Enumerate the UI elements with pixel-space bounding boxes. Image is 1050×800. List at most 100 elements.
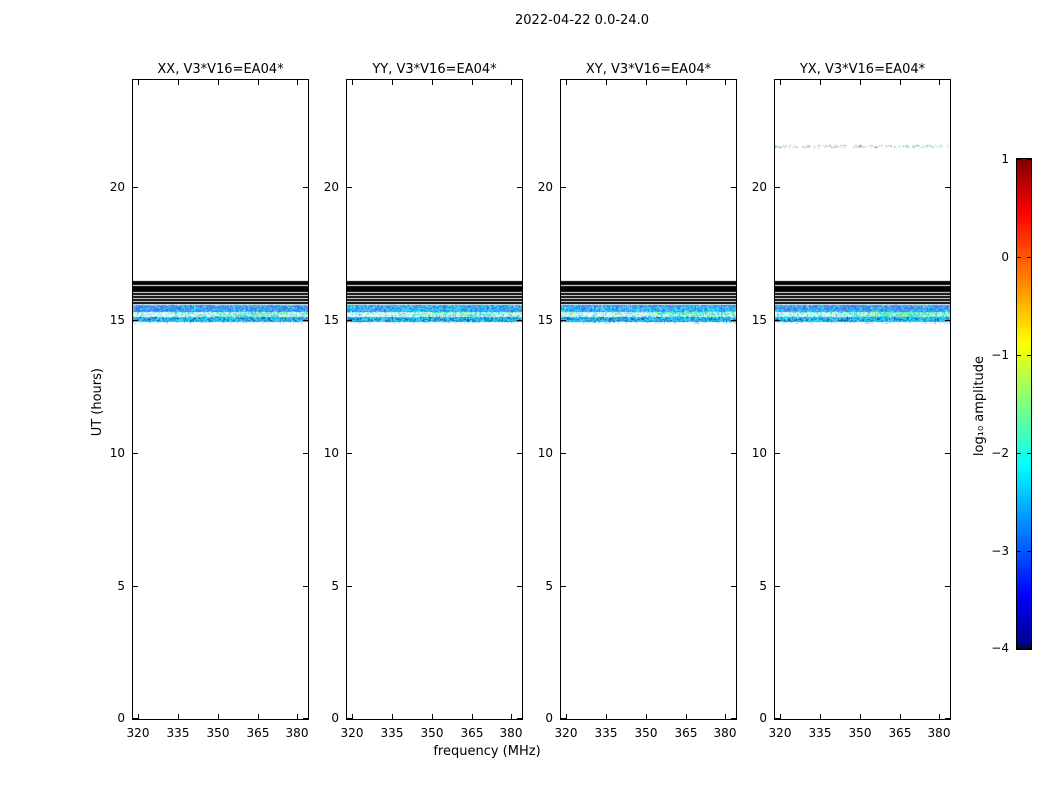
y-tick-label: 15 <box>323 313 339 327</box>
x-tick-label: 335 <box>808 726 832 740</box>
tick-mark <box>517 718 522 719</box>
x-tick-label: 365 <box>674 726 698 740</box>
x-tick-label: 350 <box>206 726 230 740</box>
tick-mark <box>775 320 780 321</box>
tick-mark <box>1017 551 1021 552</box>
y-tick-label: 15 <box>109 313 125 327</box>
x-tick-label: 320 <box>340 726 364 740</box>
tick-mark <box>347 586 352 587</box>
tick-mark <box>945 320 950 321</box>
y-tick-label: 10 <box>537 446 553 460</box>
x-axis-label: frequency (MHz) <box>433 744 541 759</box>
x-tick-label: 365 <box>888 726 912 740</box>
spectrogram-panel-yy <box>346 79 523 720</box>
tick-mark <box>945 586 950 587</box>
tick-mark <box>731 320 736 321</box>
tick-mark <box>686 714 687 719</box>
colorbar-tick-label: 1 <box>1001 152 1009 166</box>
panel-title-yy: YY, V3*V16=EA04* <box>372 62 497 77</box>
tick-mark <box>780 714 781 719</box>
tick-mark <box>1027 355 1031 356</box>
colorbar-tick-label: −1 <box>991 348 1009 362</box>
x-tick-label: 365 <box>460 726 484 740</box>
tick-mark <box>258 80 259 85</box>
x-tick-label: 350 <box>634 726 658 740</box>
y-tick-label: 10 <box>109 446 125 460</box>
tick-mark <box>900 714 901 719</box>
y-tick-label: 20 <box>537 180 553 194</box>
x-tick-label: 335 <box>166 726 190 740</box>
panel-title-yx: YX, V3*V16=EA04* <box>799 62 926 77</box>
tick-mark <box>472 714 473 719</box>
tick-mark <box>133 453 138 454</box>
y-tick-label: 20 <box>751 180 767 194</box>
tick-mark <box>178 714 179 719</box>
colorbar <box>1016 158 1032 650</box>
tick-mark <box>606 80 607 85</box>
tick-mark <box>347 187 352 188</box>
tick-mark <box>1027 551 1031 552</box>
colorbar-boundary-line <box>1017 646 1031 647</box>
x-tick-label: 380 <box>285 726 309 740</box>
tick-mark <box>303 320 308 321</box>
tick-mark <box>646 714 647 719</box>
tick-mark <box>775 453 780 454</box>
tick-mark <box>218 80 219 85</box>
tick-mark <box>432 714 433 719</box>
tick-mark <box>606 714 607 719</box>
tick-mark <box>780 80 781 85</box>
tick-mark <box>138 714 139 719</box>
colorbar-label: log₁₀ amplitude <box>972 356 987 457</box>
tick-mark <box>945 453 950 454</box>
tick-mark <box>860 80 861 85</box>
tick-mark <box>725 714 726 719</box>
y-tick-label: 15 <box>537 313 553 327</box>
tick-mark <box>561 718 566 719</box>
tick-mark <box>561 586 566 587</box>
tick-mark <box>775 586 780 587</box>
x-tick-label: 335 <box>380 726 404 740</box>
tick-mark <box>303 453 308 454</box>
spectrogram-canvas-yy <box>347 80 522 719</box>
y-tick-label: 0 <box>331 711 339 725</box>
tick-mark <box>352 714 353 719</box>
spectrogram-panel-xx <box>132 79 309 720</box>
tick-mark <box>347 453 352 454</box>
tick-mark <box>347 718 352 719</box>
y-tick-label: 0 <box>545 711 553 725</box>
figure-title: 2022-04-22 0.0-24.0 <box>515 13 649 28</box>
spectrogram-panel-xy <box>560 79 737 720</box>
colorbar-tick-label: −3 <box>991 544 1009 558</box>
tick-mark <box>303 586 308 587</box>
tick-mark <box>352 80 353 85</box>
x-tick-label: 380 <box>927 726 951 740</box>
panel-title-xx: XX, V3*V16=EA04* <box>157 62 284 77</box>
y-tick-label: 5 <box>545 579 553 593</box>
tick-mark <box>297 80 298 85</box>
tick-mark <box>775 718 780 719</box>
tick-mark <box>303 718 308 719</box>
tick-mark <box>517 586 522 587</box>
tick-mark <box>432 80 433 85</box>
tick-mark <box>392 80 393 85</box>
x-tick-label: 380 <box>713 726 737 740</box>
y-tick-label: 10 <box>751 446 767 460</box>
tick-mark <box>133 586 138 587</box>
tick-mark <box>1017 355 1021 356</box>
tick-mark <box>133 320 138 321</box>
tick-mark <box>1027 159 1031 160</box>
tick-mark <box>945 718 950 719</box>
tick-mark <box>939 714 940 719</box>
tick-mark <box>258 714 259 719</box>
spectrogram-canvas-yx <box>775 80 950 719</box>
y-tick-label: 15 <box>751 313 767 327</box>
tick-mark <box>860 714 861 719</box>
y-axis-label: UT (hours) <box>90 368 105 437</box>
tick-mark <box>133 187 138 188</box>
tick-mark <box>472 80 473 85</box>
tick-mark <box>939 80 940 85</box>
x-tick-label: 320 <box>768 726 792 740</box>
y-tick-label: 20 <box>109 180 125 194</box>
spectrogram-canvas-xy <box>561 80 736 719</box>
tick-mark <box>1017 159 1021 160</box>
